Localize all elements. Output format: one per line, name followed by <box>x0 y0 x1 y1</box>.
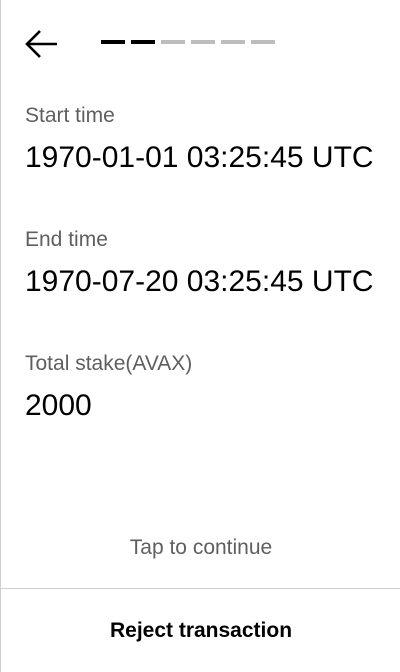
progress-step <box>131 40 155 44</box>
divider <box>1 588 400 589</box>
tap-to-continue-hint[interactable]: Tap to continue <box>129 536 273 559</box>
progress-step <box>251 40 275 44</box>
total-stake-value: 2000 <box>25 389 92 422</box>
progress-step <box>191 40 215 44</box>
progress-step <box>101 40 125 44</box>
end-time-label: End time <box>25 228 108 251</box>
arrow-left-icon <box>25 30 57 58</box>
back-button[interactable] <box>25 29 59 59</box>
total-stake-label: Total stake(AVAX) <box>25 352 193 375</box>
start-time-label: Start time <box>25 104 115 127</box>
end-time-value: 1970-07-20 03:25:45 UTC <box>25 265 374 298</box>
progress-step <box>221 40 245 44</box>
progress-indicator <box>101 40 275 44</box>
progress-step <box>161 40 185 44</box>
start-time-value: 1970-01-01 03:25:45 UTC <box>25 141 374 174</box>
reject-transaction-button[interactable]: Reject transaction <box>1 589 400 672</box>
